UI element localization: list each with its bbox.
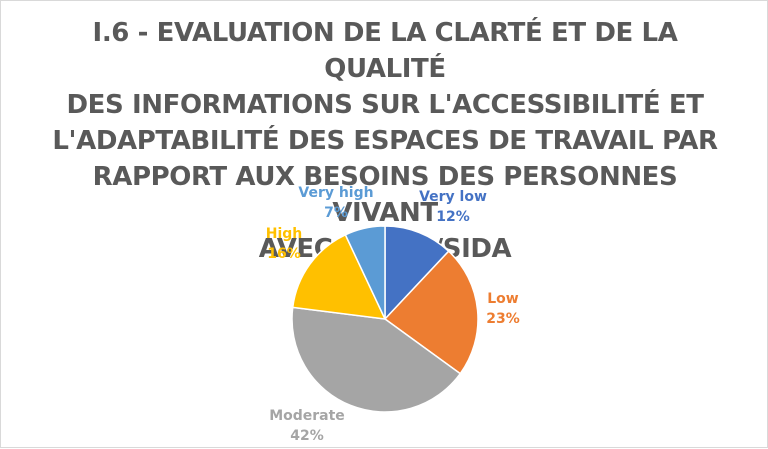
- pie-slice-very-low: [384, 225, 450, 321]
- pie-slice-low: [383, 250, 479, 375]
- chart-title: I.6 - EVALUATION DE LA CLARTÉ ET DE LA Q…: [52, 18, 718, 264]
- data-label-value-moderate: 42%: [290, 428, 324, 444]
- data-label-name-very-low: Very low: [419, 189, 487, 205]
- pie-slice-moderate: [291, 306, 462, 413]
- data-label-value-low: 23%: [486, 311, 520, 327]
- data-label-name-high: High: [266, 226, 303, 242]
- pie-slice-high: [291, 233, 387, 320]
- pie-slice-very-high: [344, 225, 386, 320]
- data-label-value-very-low: 12%: [436, 209, 470, 225]
- data-label-value-high: 16%: [267, 246, 301, 262]
- data-label-name-low: Low: [487, 291, 519, 307]
- data-label-name-moderate: Moderate: [269, 408, 345, 424]
- data-label-value-very-high: 7%: [324, 205, 348, 221]
- data-label-name-very-high: Very high: [298, 185, 373, 201]
